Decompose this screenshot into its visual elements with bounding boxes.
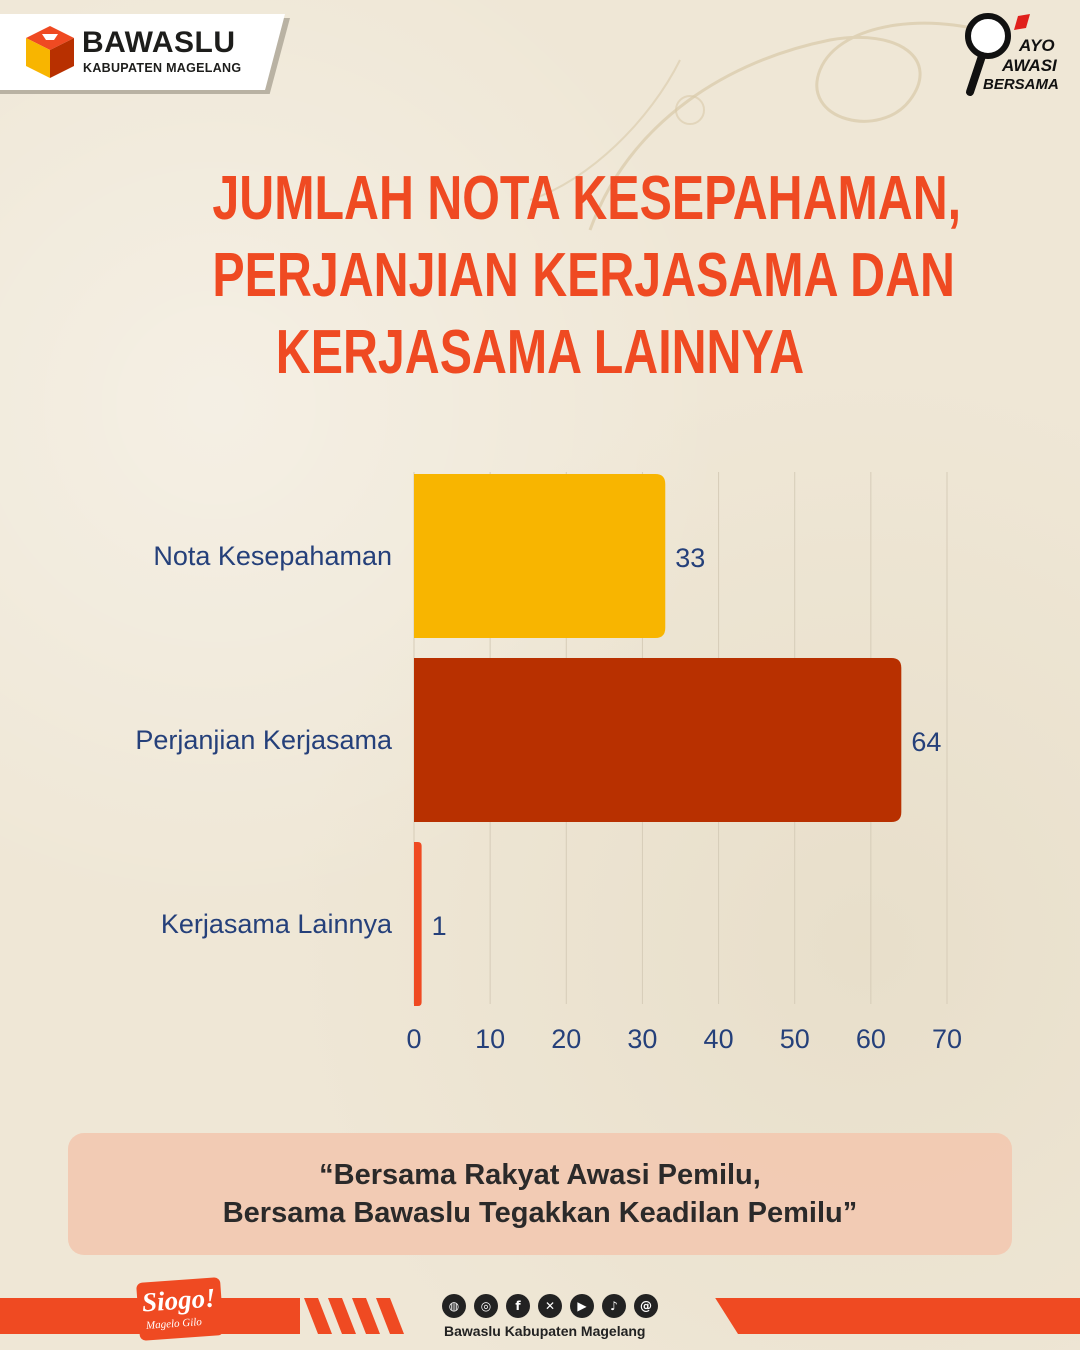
quote-panel xyxy=(68,1133,1012,1255)
badge-line-2: AWASI xyxy=(1002,56,1057,75)
badge-line-3: BERSAMA xyxy=(983,76,1059,93)
tiktok-icon[interactable]: ♪ xyxy=(602,1294,626,1318)
x-tick-label: 20 xyxy=(551,1024,581,1054)
x-tick-label: 30 xyxy=(627,1024,657,1054)
threads-icon[interactable]: @ xyxy=(634,1294,658,1318)
category-label: Perjanjian Kerjasama xyxy=(135,725,393,755)
title-line-2: PERJANJIAN KERJASAMA DAN xyxy=(212,241,955,310)
quote-text: “Bersama Rakyat Awasi Pemilu, Bersama Ba… xyxy=(68,1156,1012,1232)
quote-line-1: “Bersama Rakyat Awasi Pemilu, xyxy=(319,1159,761,1191)
bar-kerjasama-lainnya xyxy=(414,842,422,1006)
category-label: Kerjasama Lainnya xyxy=(161,909,393,939)
footer-right-bar xyxy=(715,1298,1080,1334)
title-line-3: KERJASAMA LAINNYA xyxy=(275,318,805,387)
social-handle-label: Bawaslu Kabupaten Magelang xyxy=(444,1323,646,1339)
bar-perjanjian-kerjasama xyxy=(414,658,902,822)
magnifier-badge-icon xyxy=(965,13,1030,96)
org-name: BAWASLU xyxy=(82,26,236,59)
social-icons: ◍ ◎ f ✕ ▶ ♪ @ xyxy=(442,1294,658,1318)
footer-stripes xyxy=(304,1298,404,1334)
quote-line-2: Bersama Bawaslu Tegakkan Keadilan Pemilu… xyxy=(222,1197,858,1229)
data-label: 1 xyxy=(432,911,447,941)
x-tick-label: 0 xyxy=(406,1024,421,1054)
badge-line-1: AYO xyxy=(1019,36,1055,55)
facebook-icon[interactable]: f xyxy=(506,1294,530,1318)
ballot-box-logo-icon xyxy=(26,26,74,78)
data-label: 33 xyxy=(675,543,705,573)
x-tick-label: 60 xyxy=(856,1024,886,1054)
title-line-1: JUMLAH NOTA KESEPAHAMAN, xyxy=(212,164,962,233)
data-label: 64 xyxy=(911,727,941,757)
x-tick-label: 70 xyxy=(932,1024,962,1054)
x-tick-label: 10 xyxy=(475,1024,505,1054)
x-tick-label: 40 xyxy=(704,1024,734,1054)
instagram-icon[interactable]: ◎ xyxy=(474,1294,498,1318)
org-subtitle: KABUPATEN MAGELANG xyxy=(83,61,242,75)
youtube-icon[interactable]: ▶ xyxy=(570,1294,594,1318)
x-icon[interactable]: ✕ xyxy=(538,1294,562,1318)
globe-icon[interactable]: ◍ xyxy=(442,1294,466,1318)
siogo-brand: Siogo! xyxy=(141,1282,217,1318)
page-title: JUMLAH NOTA KESEPAHAMAN, PERJANJIAN KERJ… xyxy=(212,160,962,391)
bar-nota-kesepahaman xyxy=(414,474,666,638)
decorative-swirl xyxy=(529,21,1011,231)
bar-chart: Nota Kesepahaman 33 Perjanjian Kerjasama 64… xyxy=(135,472,962,1054)
category-label: Nota Kesepahaman xyxy=(153,541,392,571)
x-tick-label: 50 xyxy=(780,1024,810,1054)
